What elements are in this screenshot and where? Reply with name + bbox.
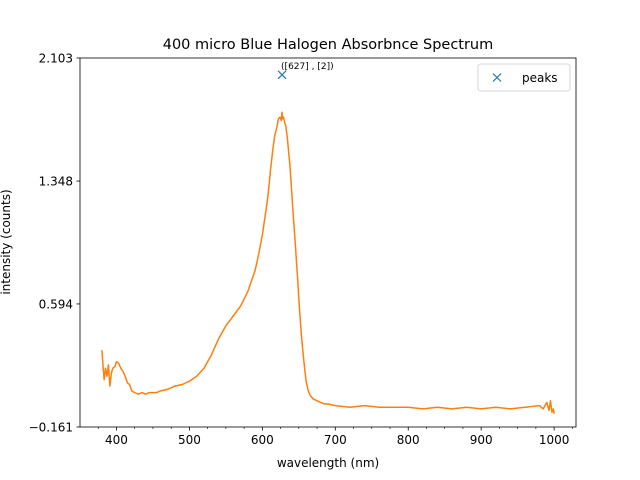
axes-frame — [79, 57, 577, 428]
x-tick-label: 500 — [178, 433, 201, 447]
y-tick-label: 0.594 — [39, 297, 73, 311]
plot-area: 400 500 600 700 800 900 1000 −0.161 0.594 1.348 2.… — [29, 52, 577, 447]
x-tick-label: 700 — [324, 433, 347, 447]
y-tick-label: −0.161 — [29, 421, 73, 435]
x-tick-label: 600 — [251, 433, 274, 447]
legend-peaks-marker — [492, 73, 502, 82]
y-tick-label: 1.348 — [39, 175, 73, 189]
legend-peaks-label: peaks — [522, 71, 558, 85]
x-tick-label: 900 — [470, 433, 493, 447]
peak-marker — [277, 70, 287, 80]
legend-box — [477, 63, 571, 92]
x-tick-label: 1000 — [539, 433, 570, 447]
y-axis-label: intensity (counts) — [0, 189, 13, 294]
peak-annotation: ([627] , [2]) — [281, 62, 334, 72]
x-axis-label: wavelength (nm) — [277, 456, 379, 470]
y-tick-label: 2.103 — [39, 52, 73, 66]
x-tick-label: 400 — [105, 433, 128, 447]
chart-title: 400 micro Blue Halogen Absorbnce Spectru… — [163, 37, 494, 53]
absorbance-line — [101, 111, 555, 414]
x-tick-label: 800 — [397, 433, 420, 447]
